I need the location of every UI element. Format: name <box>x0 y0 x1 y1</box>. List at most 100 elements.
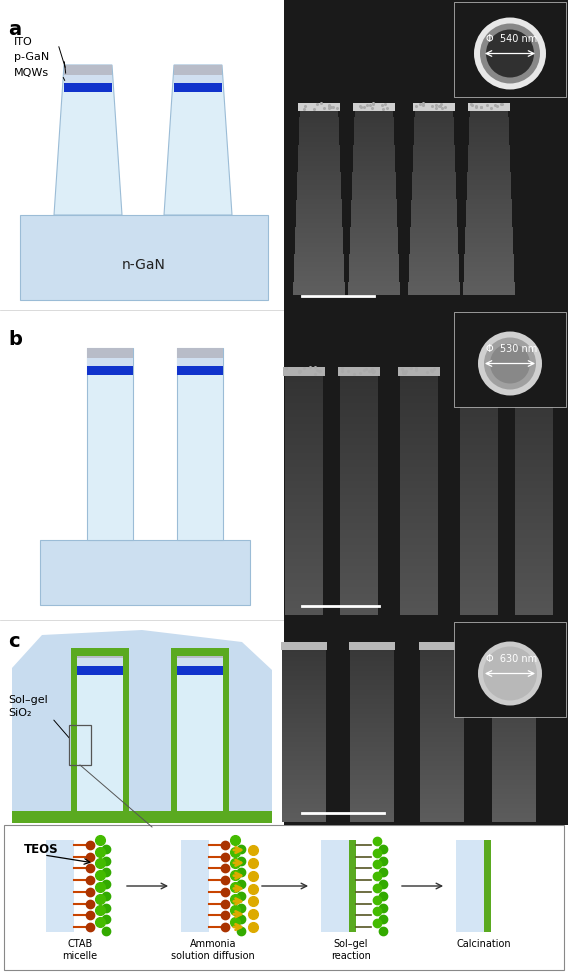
FancyBboxPatch shape <box>465 250 513 251</box>
FancyBboxPatch shape <box>400 480 438 481</box>
FancyBboxPatch shape <box>340 542 378 543</box>
FancyBboxPatch shape <box>282 765 326 766</box>
FancyBboxPatch shape <box>515 582 553 583</box>
FancyBboxPatch shape <box>515 411 553 412</box>
FancyBboxPatch shape <box>350 706 394 708</box>
FancyBboxPatch shape <box>415 114 453 116</box>
FancyBboxPatch shape <box>285 560 323 561</box>
FancyBboxPatch shape <box>412 193 456 194</box>
FancyBboxPatch shape <box>414 145 454 146</box>
FancyBboxPatch shape <box>460 505 498 506</box>
FancyBboxPatch shape <box>285 418 323 419</box>
FancyBboxPatch shape <box>460 566 498 568</box>
FancyBboxPatch shape <box>400 514 438 515</box>
FancyBboxPatch shape <box>467 166 510 167</box>
FancyBboxPatch shape <box>415 120 454 122</box>
FancyBboxPatch shape <box>467 187 511 189</box>
FancyBboxPatch shape <box>282 792 326 793</box>
FancyBboxPatch shape <box>282 821 326 822</box>
FancyBboxPatch shape <box>412 196 457 197</box>
FancyBboxPatch shape <box>515 464 553 466</box>
FancyBboxPatch shape <box>350 221 397 223</box>
FancyBboxPatch shape <box>466 197 511 198</box>
FancyBboxPatch shape <box>293 286 345 287</box>
FancyBboxPatch shape <box>492 667 536 668</box>
FancyBboxPatch shape <box>515 516 553 517</box>
FancyBboxPatch shape <box>350 734 394 735</box>
FancyBboxPatch shape <box>340 497 378 499</box>
FancyBboxPatch shape <box>400 424 438 425</box>
FancyBboxPatch shape <box>285 527 323 528</box>
FancyBboxPatch shape <box>340 540 378 541</box>
FancyBboxPatch shape <box>420 707 464 709</box>
FancyBboxPatch shape <box>340 520 378 521</box>
FancyBboxPatch shape <box>492 678 536 679</box>
FancyBboxPatch shape <box>465 255 513 257</box>
FancyBboxPatch shape <box>492 661 536 662</box>
FancyBboxPatch shape <box>282 671 326 673</box>
FancyBboxPatch shape <box>340 532 378 534</box>
FancyBboxPatch shape <box>353 156 395 157</box>
FancyBboxPatch shape <box>465 230 513 231</box>
FancyBboxPatch shape <box>492 674 536 676</box>
FancyBboxPatch shape <box>285 445 323 446</box>
FancyBboxPatch shape <box>420 701 464 702</box>
FancyBboxPatch shape <box>349 276 399 277</box>
FancyBboxPatch shape <box>282 763 326 764</box>
FancyBboxPatch shape <box>285 602 323 604</box>
FancyBboxPatch shape <box>515 405 553 406</box>
FancyBboxPatch shape <box>410 258 458 260</box>
FancyBboxPatch shape <box>285 565 323 567</box>
FancyBboxPatch shape <box>515 379 553 380</box>
FancyBboxPatch shape <box>515 607 553 608</box>
FancyBboxPatch shape <box>408 292 460 294</box>
FancyBboxPatch shape <box>492 814 536 816</box>
FancyBboxPatch shape <box>463 284 515 285</box>
FancyBboxPatch shape <box>340 614 378 615</box>
FancyBboxPatch shape <box>340 536 378 538</box>
FancyBboxPatch shape <box>350 729 394 730</box>
FancyBboxPatch shape <box>282 817 326 818</box>
FancyBboxPatch shape <box>340 383 378 384</box>
FancyBboxPatch shape <box>340 400 378 401</box>
FancyBboxPatch shape <box>282 753 326 754</box>
FancyBboxPatch shape <box>298 154 340 156</box>
Text: b: b <box>8 330 22 349</box>
FancyBboxPatch shape <box>513 367 555 376</box>
FancyBboxPatch shape <box>492 726 536 727</box>
FancyBboxPatch shape <box>299 135 339 136</box>
FancyBboxPatch shape <box>492 662 536 663</box>
FancyBboxPatch shape <box>282 694 326 695</box>
FancyBboxPatch shape <box>285 552 323 553</box>
FancyBboxPatch shape <box>515 567 553 569</box>
FancyBboxPatch shape <box>515 417 553 418</box>
FancyBboxPatch shape <box>340 420 378 421</box>
FancyBboxPatch shape <box>285 460 323 461</box>
FancyBboxPatch shape <box>400 417 438 418</box>
FancyBboxPatch shape <box>420 727 464 728</box>
FancyBboxPatch shape <box>420 797 464 798</box>
FancyBboxPatch shape <box>298 163 340 164</box>
FancyBboxPatch shape <box>460 595 498 596</box>
FancyBboxPatch shape <box>353 159 395 160</box>
FancyBboxPatch shape <box>297 186 341 188</box>
FancyBboxPatch shape <box>352 188 396 190</box>
FancyBboxPatch shape <box>340 484 378 485</box>
FancyBboxPatch shape <box>460 473 498 474</box>
FancyBboxPatch shape <box>460 381 498 382</box>
FancyBboxPatch shape <box>460 545 498 546</box>
FancyBboxPatch shape <box>295 225 343 226</box>
FancyBboxPatch shape <box>285 587 323 588</box>
FancyBboxPatch shape <box>285 400 323 401</box>
FancyBboxPatch shape <box>466 212 512 213</box>
FancyBboxPatch shape <box>463 279 515 280</box>
FancyBboxPatch shape <box>350 765 394 766</box>
FancyBboxPatch shape <box>282 693 326 694</box>
FancyBboxPatch shape <box>340 584 378 585</box>
FancyBboxPatch shape <box>400 438 438 439</box>
FancyBboxPatch shape <box>282 796 326 797</box>
FancyBboxPatch shape <box>340 444 378 445</box>
FancyBboxPatch shape <box>340 413 378 414</box>
FancyBboxPatch shape <box>297 179 341 180</box>
FancyBboxPatch shape <box>350 700 394 701</box>
